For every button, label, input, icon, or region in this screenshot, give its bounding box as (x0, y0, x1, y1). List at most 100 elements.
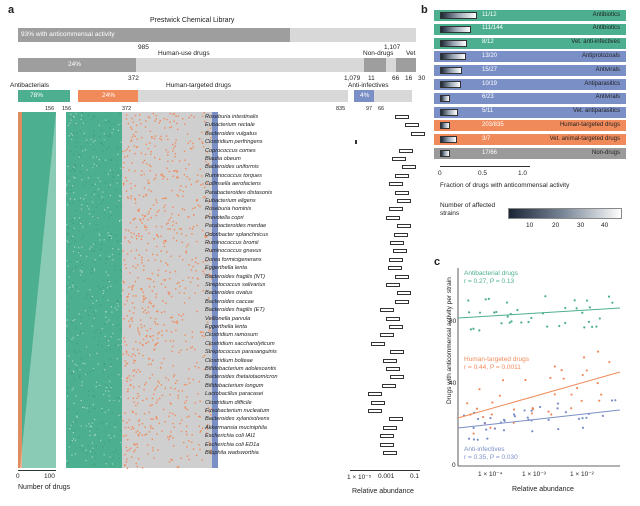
scatter-point (467, 311, 471, 314)
heat-cell (127, 146, 130, 148)
heat-cell (94, 434, 96, 436)
heat-cell (153, 321, 156, 323)
heat-cell (162, 197, 164, 200)
heat-cell (168, 461, 171, 463)
heat-cell (166, 167, 168, 169)
heat-cell (94, 452, 96, 454)
heat-cell (157, 236, 160, 238)
heat-cell (133, 401, 135, 403)
heat-cell (93, 193, 95, 196)
heat-cell (152, 253, 154, 256)
heat-cell (105, 271, 107, 273)
heat-cell (149, 142, 151, 144)
heat-cell (183, 383, 186, 386)
heat-cell (141, 256, 143, 259)
heat-cell (110, 235, 112, 237)
heat-cell (98, 233, 100, 235)
heat-cell (112, 323, 114, 326)
heat-cell (109, 194, 111, 197)
heat-cell (154, 259, 157, 261)
heat-cell (78, 154, 80, 156)
heat-cell (117, 129, 120, 132)
heat-cell (96, 164, 98, 167)
heat-cell (178, 314, 180, 316)
heat-cell (134, 257, 137, 259)
heat-cell (94, 139, 96, 142)
heat-cell (140, 288, 142, 290)
heat-cell (156, 399, 159, 401)
heat-cell (67, 328, 69, 331)
heat-cell (160, 235, 162, 238)
heat-cell (127, 240, 130, 242)
heat-cell (95, 318, 97, 320)
heat-cell (140, 288, 143, 291)
heat-cell (83, 198, 85, 200)
heat-cell (79, 197, 82, 199)
heat-cell (169, 393, 171, 396)
heat-cell (109, 456, 111, 458)
n-97: 97 (366, 106, 373, 112)
heat-cell (157, 342, 159, 344)
heat-cell (103, 442, 106, 445)
heat-cell (108, 135, 110, 137)
heat-cell (111, 181, 113, 183)
heat-cell (79, 260, 81, 263)
heat-cell (148, 189, 150, 191)
heat-cell (102, 139, 105, 141)
heat-cell (109, 458, 111, 460)
heat-cell (151, 136, 153, 139)
heat-cell (93, 311, 95, 313)
heat-cell (172, 422, 174, 425)
heat-cell (142, 195, 145, 198)
heat-cell (88, 208, 90, 210)
heat-cell (66, 391, 69, 394)
heat-cell (121, 270, 123, 272)
heat-cell (133, 359, 135, 361)
scatter-point (556, 407, 559, 410)
heat-cell (151, 290, 154, 292)
heat-cell (67, 265, 69, 267)
heat-cell (143, 295, 145, 297)
heat-cell (208, 329, 210, 331)
heat-cell (122, 289, 124, 292)
scatter-point (530, 412, 534, 415)
heat-cell (91, 464, 93, 466)
heat-cell (197, 180, 199, 182)
c-xtick-1: 1 × 10⁻⁴ (478, 471, 503, 478)
heat-cell (70, 424, 72, 427)
heat-cell (164, 421, 166, 423)
heat-cell (179, 422, 181, 425)
heat-cell (129, 149, 131, 152)
scatter-point (546, 325, 549, 328)
heat-cell (72, 222, 74, 224)
heat-cell (174, 414, 176, 417)
abundance-box (386, 283, 401, 287)
abundance-box (396, 224, 411, 229)
heat-cell (135, 249, 138, 251)
heat-cell (92, 390, 95, 392)
heat-cell (108, 236, 110, 239)
heat-cell (66, 184, 68, 186)
heat-cell (122, 280, 125, 283)
heat-cell (203, 335, 206, 338)
heat-cell (168, 170, 171, 173)
heat-cell (208, 444, 211, 446)
heat-cell (71, 134, 74, 136)
heat-cell (111, 385, 113, 387)
scatter-point (582, 356, 586, 359)
heat-cell (150, 278, 152, 281)
heat-cell (145, 312, 148, 314)
heat-cell (139, 219, 142, 222)
heat-cell (143, 265, 145, 267)
heat-cell (112, 172, 114, 174)
scatter-point (539, 405, 542, 409)
heat-cell (68, 227, 70, 229)
heat-cell (71, 271, 73, 273)
heat-cell (168, 293, 170, 296)
heat-cell (157, 380, 159, 382)
heat-cell (70, 186, 73, 189)
heat-cell (170, 316, 172, 319)
heat-cell (174, 156, 176, 158)
heat-cell (179, 189, 181, 191)
heat-cell (112, 175, 114, 177)
